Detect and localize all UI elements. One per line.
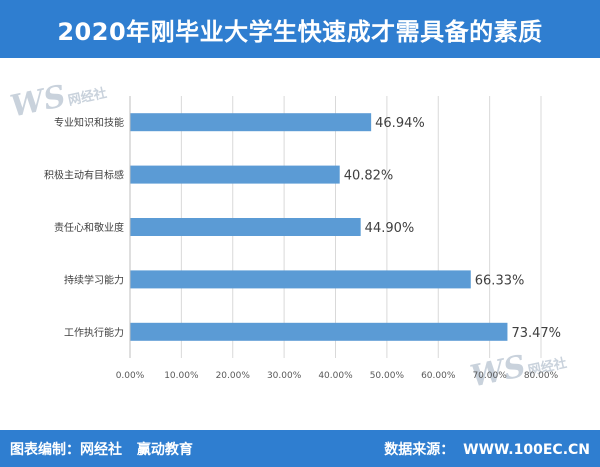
x-tick-label: 40.00% (318, 371, 353, 381)
footer-banner: 图表编制：网经社 赢动教育 数据来源： WWW.100EC.CN (0, 430, 600, 467)
data-label: 40.82% (344, 169, 394, 184)
x-tick-label: 0.00% (116, 371, 145, 381)
category-label: 持续学习能力 (64, 273, 124, 286)
data-label: 46.94% (375, 116, 425, 131)
source-url: WWW.100EC.CN (463, 442, 590, 458)
data-label: 44.90% (365, 221, 415, 236)
category-label: 专业知识和技能 (54, 116, 124, 129)
category-label: 积极主动有目标感 (44, 169, 124, 182)
x-tick-label: 60.00% (421, 371, 456, 381)
x-tick-label: 70.00% (472, 371, 507, 381)
bar (130, 322, 508, 341)
footer-source: 数据来源： WWW.100EC.CN (384, 439, 590, 459)
x-tick-label: 20.00% (216, 371, 251, 381)
footer-credit: 图表编制：网经社 赢动教育 (10, 439, 193, 459)
bar (130, 218, 361, 236)
category-label: 责任心和敬业度 (54, 221, 124, 234)
source-label: 数据来源： (384, 442, 455, 458)
x-tick-label: 30.00% (267, 371, 302, 381)
bar (130, 270, 471, 289)
data-label: 66.33% (475, 273, 525, 288)
x-tick-label: 10.00% (164, 371, 199, 381)
title-banner: 2020年刚毕业大学生快速成才需具备的素质 (0, 0, 600, 58)
x-tick-label: 80.00% (524, 371, 559, 381)
bar-chart: 0.00% 10.00% 20.00% 30.00% 40.00% 50.00% 60.00… (44, 96, 561, 381)
credit-label: 图表编制：网经社 (10, 442, 122, 458)
x-tick-label: 50.00% (370, 371, 405, 381)
bar (130, 113, 372, 132)
chart-title: 2020年刚毕业大学生快速成才需具备的素质 (57, 17, 543, 46)
credit-org: 赢动教育 (136, 442, 193, 458)
category-label: 工作执行能力 (64, 326, 124, 339)
bar (130, 165, 340, 184)
data-label: 73.47% (511, 326, 561, 341)
